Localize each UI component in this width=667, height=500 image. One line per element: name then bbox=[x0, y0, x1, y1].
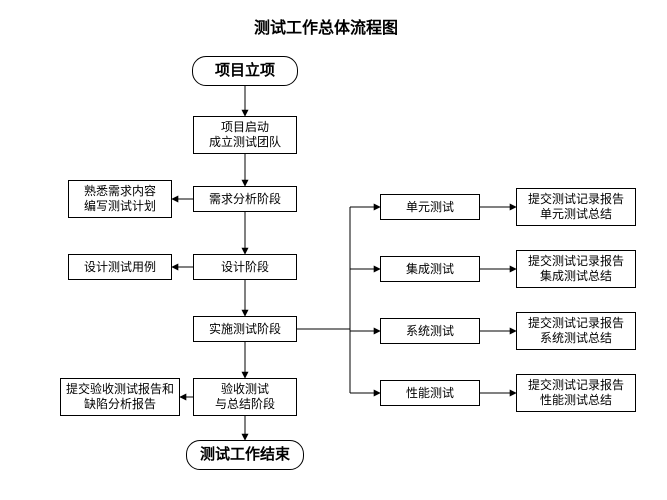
node-label: 编写测试计划 bbox=[84, 199, 156, 214]
diagram-title: 测试工作总体流程图 bbox=[196, 14, 456, 38]
node-label: 单元测试总结 bbox=[540, 207, 612, 222]
node-label: 集成测试 bbox=[406, 262, 454, 277]
node-n_perf_r: 提交测试记录报告性能测试总结 bbox=[516, 374, 636, 412]
node-label: 性能测试 bbox=[406, 386, 454, 401]
node-n_kickoff: 项目启动成立测试团队 bbox=[193, 116, 297, 154]
node-label: 验收测试 bbox=[221, 382, 269, 397]
node-label: 提交验收测试报告和 bbox=[66, 382, 174, 397]
node-label: 提交测试记录报告 bbox=[528, 192, 624, 207]
node-n_design: 设计阶段 bbox=[193, 254, 297, 280]
node-n_unit: 单元测试 bbox=[380, 194, 480, 220]
node-label: 熟悉需求内容 bbox=[84, 184, 156, 199]
node-n_reqside: 熟悉需求内容编写测试计划 bbox=[68, 180, 172, 218]
node-n_accside: 提交验收测试报告和缺陷分析报告 bbox=[60, 378, 180, 416]
node-label: 需求分析阶段 bbox=[209, 192, 281, 207]
node-label: 实施测试阶段 bbox=[209, 322, 281, 337]
node-n_exec: 实施测试阶段 bbox=[193, 316, 297, 342]
node-label: 性能测试总结 bbox=[540, 393, 612, 408]
node-label: 测试工作结束 bbox=[200, 446, 290, 465]
node-label: 设计阶段 bbox=[221, 260, 269, 275]
node-label: 系统测试总结 bbox=[540, 331, 612, 346]
node-label: 提交测试记录报告 bbox=[528, 316, 624, 331]
node-label: 系统测试 bbox=[406, 324, 454, 339]
node-label: 缺陷分析报告 bbox=[84, 397, 156, 412]
node-n_sys_r: 提交测试记录报告系统测试总结 bbox=[516, 312, 636, 350]
node-label: 设计测试用例 bbox=[84, 260, 156, 275]
node-label: 提交测试记录报告 bbox=[528, 254, 624, 269]
node-label: 与总结阶段 bbox=[215, 397, 275, 412]
node-label: 成立测试团队 bbox=[209, 135, 281, 150]
node-n_perf: 性能测试 bbox=[380, 380, 480, 406]
node-n_desside: 设计测试用例 bbox=[68, 254, 172, 280]
node-label: 提交测试记录报告 bbox=[528, 378, 624, 393]
flowchart-canvas: 测试工作总体流程图 项目立项项目启动成立测试团队需求分析阶段熟悉需求内容编写测试… bbox=[0, 0, 667, 500]
node-n_unit_r: 提交测试记录报告单元测试总结 bbox=[516, 188, 636, 226]
node-n_accept: 验收测试与总结阶段 bbox=[193, 378, 297, 416]
node-n_integ: 集成测试 bbox=[380, 256, 480, 282]
node-label: 项目立项 bbox=[215, 62, 275, 81]
node-label: 集成测试总结 bbox=[540, 269, 612, 284]
node-n_req: 需求分析阶段 bbox=[193, 186, 297, 212]
node-n_integ_r: 提交测试记录报告集成测试总结 bbox=[516, 250, 636, 288]
node-label: 单元测试 bbox=[406, 200, 454, 215]
node-label: 项目启动 bbox=[221, 120, 269, 135]
node-n_sys: 系统测试 bbox=[380, 318, 480, 344]
node-n_start: 项目立项 bbox=[192, 56, 298, 86]
node-n_end: 测试工作结束 bbox=[186, 440, 304, 470]
